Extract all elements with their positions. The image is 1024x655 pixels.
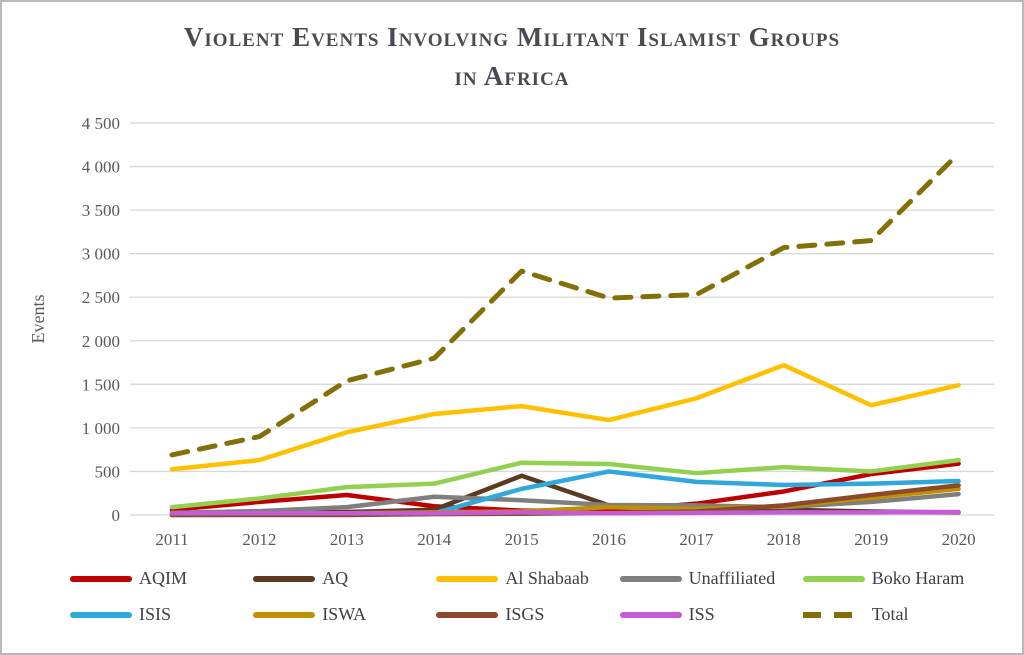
legend-label: AQIM (139, 568, 187, 588)
series-line-al-shabaab (169, 362, 961, 472)
y-tick-label: 3 500 (82, 201, 120, 220)
y-tick-label: 4 000 (82, 158, 120, 177)
legend-swatch (436, 611, 499, 618)
y-tick-label: 1 500 (82, 375, 120, 394)
legend-label: ISS (688, 604, 715, 624)
legend-item-iss: ISS (619, 604, 795, 625)
legend-swatch (619, 575, 682, 582)
legend-swatch (253, 575, 316, 582)
y-tick-label: 0 (112, 506, 121, 525)
legend-swatch (619, 611, 682, 618)
legend-label: AQ (322, 568, 349, 588)
chart-legend: AQIM AQ Al Shabaab Unaffiliated Boko Haram IS… (70, 568, 978, 625)
legend-item-unaffiliated: Unaffiliated (619, 568, 795, 589)
x-tick-label: 2012 (242, 530, 276, 549)
legend-swatch (436, 575, 499, 582)
legend-swatch (802, 575, 865, 582)
line-chart: 0 500 1 000 1 500 2 000 2 500 3 000 3 500 4 000 4… (28, 114, 994, 549)
legend-label: Al Shabaab (505, 568, 589, 588)
y-tick-label: 500 (95, 462, 121, 481)
series-line-unaffiliated (169, 491, 961, 516)
y-tick-label: 2 000 (82, 332, 120, 351)
x-tick-label: 2013 (330, 530, 364, 549)
legend-label: Boko Haram (871, 568, 965, 588)
legend-swatch (70, 575, 132, 582)
legend-swatch (253, 611, 316, 618)
chart-title: Violent Events Involving Militant Islami… (2, 18, 1022, 96)
legend-label: Unaffiliated (688, 568, 776, 588)
x-tick-label: 2018 (767, 530, 801, 549)
legend-label: ISIS (139, 604, 172, 624)
y-tick-label: 1 000 (82, 419, 120, 438)
legend-label: ISWA (322, 604, 367, 624)
legend-item-isgs: ISGS (436, 604, 611, 625)
series-line-total (169, 150, 962, 458)
legend-item-iswa: ISWA (253, 604, 428, 625)
x-tick-label: 2020 (942, 530, 976, 549)
x-tick-label: 2015 (505, 530, 539, 549)
y-tick-label: 3 000 (82, 245, 120, 264)
y-tick-label: 4 500 (82, 114, 120, 133)
legend-label: ISGS (505, 604, 545, 624)
chart-title-line1: Violent Events Involving Militant Islami… (183, 22, 841, 52)
legend-item-aqim: AQIM (70, 568, 245, 589)
x-tick-label: 2017 (679, 530, 714, 549)
legend-swatch (802, 611, 865, 618)
y-tick-label: 2 500 (82, 288, 120, 307)
legend-item-al-shabaab: Al Shabaab (436, 568, 611, 589)
series-line-boko-haram (169, 457, 961, 510)
x-tick-label: 2014 (417, 530, 452, 549)
legend-label: Total (871, 604, 909, 624)
legend-item-boko-haram: Boko Haram (802, 568, 978, 589)
series-line-iss (169, 509, 961, 516)
chart-title-line2: in Africa (454, 61, 570, 92)
legend-item-isis: ISIS (70, 604, 245, 625)
legend-item-total: Total (802, 604, 978, 625)
legend-item-aq: AQ (253, 568, 428, 589)
legend-swatch (70, 611, 132, 618)
x-tick-label: 2011 (155, 530, 188, 549)
x-tick-label: 2019 (854, 530, 888, 549)
y-axis-title: Events (28, 295, 48, 344)
x-tick-label: 2016 (592, 530, 626, 549)
